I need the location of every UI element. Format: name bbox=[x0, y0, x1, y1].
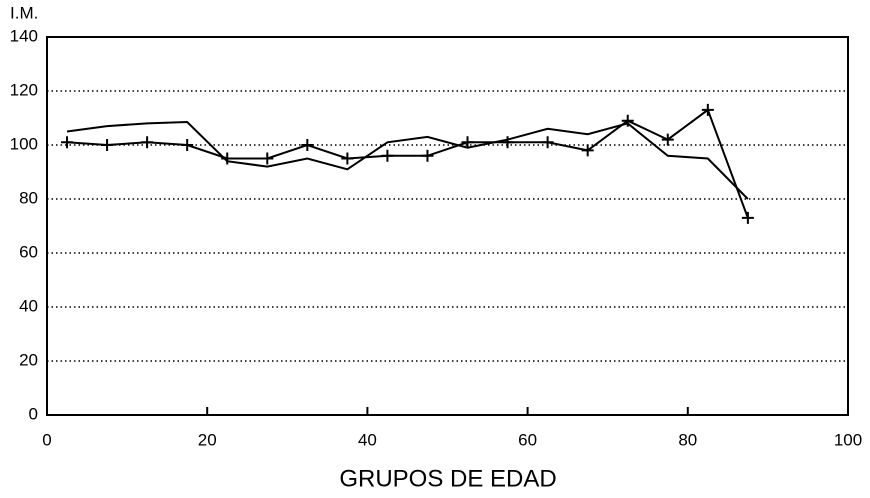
point-marker bbox=[741, 211, 754, 224]
point-marker bbox=[621, 114, 634, 127]
y-tick-label: 140 bbox=[10, 26, 38, 45]
point-marker bbox=[101, 139, 114, 151]
x-tick-label: 0 bbox=[42, 430, 51, 449]
point-marker bbox=[661, 133, 674, 146]
x-axis-title: GRUPOS DE EDAD bbox=[339, 465, 556, 492]
y-axis-title: I.M. bbox=[10, 3, 38, 22]
point-marker bbox=[461, 136, 474, 149]
y-tick-label: 80 bbox=[19, 188, 38, 207]
y-tick-label: 0 bbox=[29, 404, 38, 423]
point-marker bbox=[141, 136, 154, 149]
point-marker bbox=[701, 103, 714, 116]
x-tick-label: 60 bbox=[518, 430, 537, 449]
y-tick-label: 120 bbox=[10, 80, 38, 99]
point-marker bbox=[61, 136, 74, 149]
x-tick-label: 80 bbox=[678, 430, 697, 449]
point-marker bbox=[381, 149, 394, 162]
point-marker bbox=[541, 136, 554, 149]
y-tick-label: 60 bbox=[19, 242, 38, 261]
point-marker bbox=[301, 139, 314, 151]
point-marker bbox=[581, 144, 594, 157]
point-marker bbox=[181, 139, 194, 151]
point-marker bbox=[421, 149, 434, 162]
x-tick-label: 100 bbox=[834, 430, 862, 449]
y-tick-label: 20 bbox=[19, 350, 38, 369]
point-marker bbox=[221, 152, 234, 165]
plot-frame bbox=[46, 36, 849, 416]
x-tick-label: 20 bbox=[198, 430, 217, 449]
series-line bbox=[66, 108, 749, 219]
point-marker bbox=[261, 152, 274, 165]
x-tick-label: 40 bbox=[358, 430, 377, 449]
y-tick-label: 40 bbox=[19, 296, 38, 315]
point-marker bbox=[341, 152, 354, 165]
series-line bbox=[66, 121, 749, 200]
y-tick-label: 100 bbox=[10, 134, 38, 153]
point-marker bbox=[501, 136, 514, 149]
